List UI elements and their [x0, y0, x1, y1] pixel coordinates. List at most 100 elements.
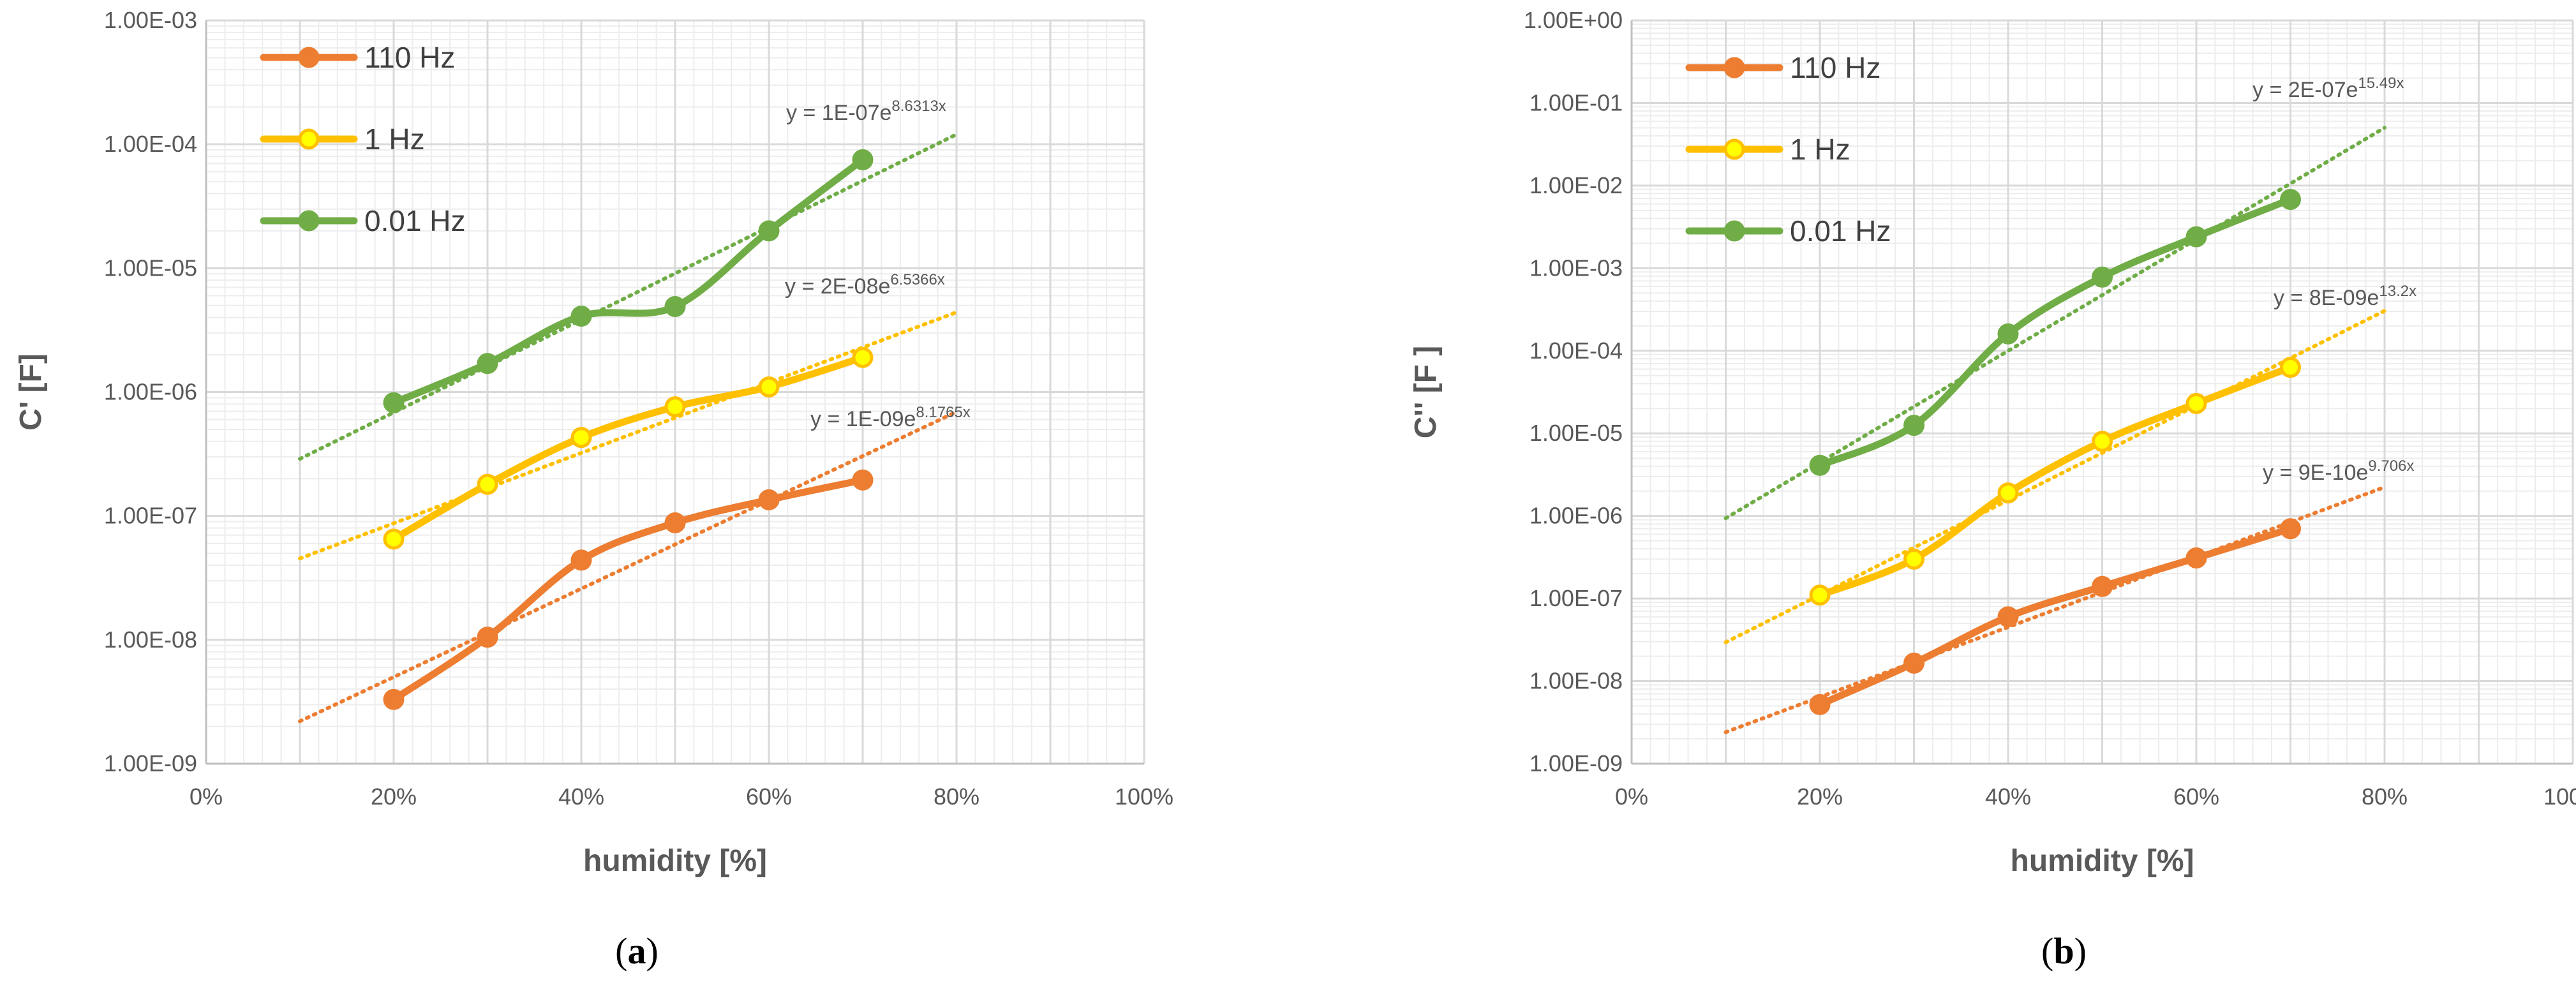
series-0_01-Hz	[1809, 189, 2301, 476]
data-point	[2092, 575, 2113, 597]
y-tick-label: 1.00E-03	[104, 7, 197, 33]
data-point	[758, 376, 780, 397]
legend-swatch-marker	[1724, 138, 1745, 160]
x-tick-label: 20%	[371, 783, 417, 810]
data-point	[2185, 392, 2207, 414]
data-point	[852, 149, 874, 170]
series-1-Hz	[383, 346, 874, 550]
trendline	[1724, 126, 2386, 521]
data-point	[1997, 482, 2019, 504]
legend: 110 Hz 1 Hz 0.01 Hz	[1685, 51, 1891, 248]
data-point	[664, 512, 686, 533]
data-point	[1903, 548, 1925, 570]
data-point	[852, 469, 874, 491]
data-point	[383, 392, 405, 413]
y-tick-label: 1.00E-07	[104, 503, 197, 529]
y-tick-label: 1.00E-06	[1530, 503, 1623, 529]
legend-label: 0.01 Hz	[1790, 214, 1891, 248]
x-tick-label: 80%	[2362, 783, 2408, 810]
data-point	[2185, 547, 2207, 569]
series-110-Hz	[383, 469, 874, 710]
y-tick-label: 1.00E-09	[104, 750, 197, 776]
panel-label: (a)	[615, 930, 659, 972]
legend-swatch-marker	[298, 210, 320, 232]
data-point	[2280, 357, 2301, 378]
x-tick-label: 80%	[934, 783, 979, 810]
data-point	[1997, 323, 2019, 345]
data-point	[1809, 454, 1831, 476]
series-0_01-Hz	[383, 149, 874, 413]
data-point	[2280, 518, 2301, 540]
data-point	[570, 427, 592, 449]
legend-swatch-marker	[1724, 57, 1745, 78]
data-point	[1903, 652, 1925, 674]
x-tick-label: 60%	[746, 783, 792, 810]
y-tick-label: 1.00E-08	[1530, 668, 1623, 694]
y-axis-title: C' [F]	[14, 353, 48, 431]
chart-panel-a: 1.00E-09 1.00E-08 1.00E-07 1.00E-06 1.00E-05…	[14, 7, 1173, 972]
y-tick-label: 1.00E-08	[104, 627, 197, 653]
y-tick-label: 1.00E-04	[1530, 338, 1623, 364]
data-point	[2185, 226, 2207, 248]
trendline	[298, 410, 958, 724]
data-point	[664, 396, 686, 418]
data-point	[477, 353, 498, 375]
legend-label: 1 Hz	[1790, 133, 1850, 166]
y-tick-label: 1.00E-07	[1530, 585, 1623, 611]
series-line	[390, 476, 867, 703]
data-point	[2280, 189, 2301, 211]
y-tick-label: 1.00E-01	[1530, 89, 1623, 115]
data-point	[570, 549, 592, 571]
trendline-label: y = 2E-07e15.49x	[2252, 75, 2404, 102]
data-point	[758, 220, 780, 242]
trendline-label: y = 2E-08e6.5366x	[785, 271, 945, 299]
data-point	[664, 295, 686, 317]
x-tick-label: 100%	[1115, 783, 1173, 810]
data-point	[758, 489, 780, 510]
x-tick-label: 40%	[558, 783, 604, 810]
data-point	[1997, 606, 2019, 628]
data-point	[1809, 694, 1831, 715]
trendline-label: y = 1E-07e8.6313x	[786, 98, 946, 125]
panel-label: (b)	[2041, 930, 2087, 972]
series-line	[1816, 525, 2294, 708]
y-tick-label: 1.00E-06	[104, 379, 197, 405]
series-1-Hz	[1809, 357, 2301, 606]
y-tick-label: 1.00E-05	[1530, 420, 1623, 446]
y-tick-label: 1.00E-05	[104, 255, 197, 281]
data-point	[1903, 415, 1925, 436]
y-tick-label: 1.00E+00	[1524, 7, 1623, 33]
gridlines	[1630, 19, 2574, 765]
gridlines	[205, 19, 1145, 765]
y-tick-label: 1.00E-04	[104, 131, 197, 157]
legend-label: 1 Hz	[364, 122, 425, 156]
x-tick-label: 20%	[1797, 783, 1843, 810]
y-tick-label: 1.00E-09	[1530, 750, 1623, 776]
data-point	[383, 528, 405, 550]
x-tick-label: 60%	[2173, 783, 2219, 810]
series-line	[1816, 364, 2294, 599]
x-tick-label: 0%	[1615, 783, 1648, 810]
y-axis-title: C'' [F ]	[1409, 346, 1443, 438]
data-point	[1809, 584, 1831, 606]
trendline-label: y = 9E-10e9.706x	[2263, 457, 2414, 485]
x-tick-label: 40%	[1985, 783, 2031, 810]
x-tick-label: 100%	[2543, 783, 2576, 810]
data-point	[2092, 266, 2113, 288]
legend: 110 Hz 1 Hz 0.01 Hz	[260, 41, 466, 237]
trendline	[298, 310, 958, 561]
x-axis-title: humidity [%]	[583, 844, 767, 878]
series-line	[390, 353, 867, 543]
data-point	[383, 688, 405, 710]
x-axis-title: humidity [%]	[2011, 844, 2194, 878]
legend-label: 0.01 Hz	[364, 204, 466, 237]
trendline	[1724, 485, 2386, 734]
data-point	[570, 306, 592, 327]
legend-swatch-marker	[298, 128, 320, 150]
data-point	[477, 627, 498, 648]
chart-panel-b: 1.00E-09 1.00E-08 1.00E-07 1.00E-06 1.00E-05…	[1409, 7, 2576, 972]
legend-label: 110 Hz	[364, 41, 455, 74]
data-point	[2092, 431, 2113, 452]
series-110-Hz	[1809, 518, 2301, 715]
